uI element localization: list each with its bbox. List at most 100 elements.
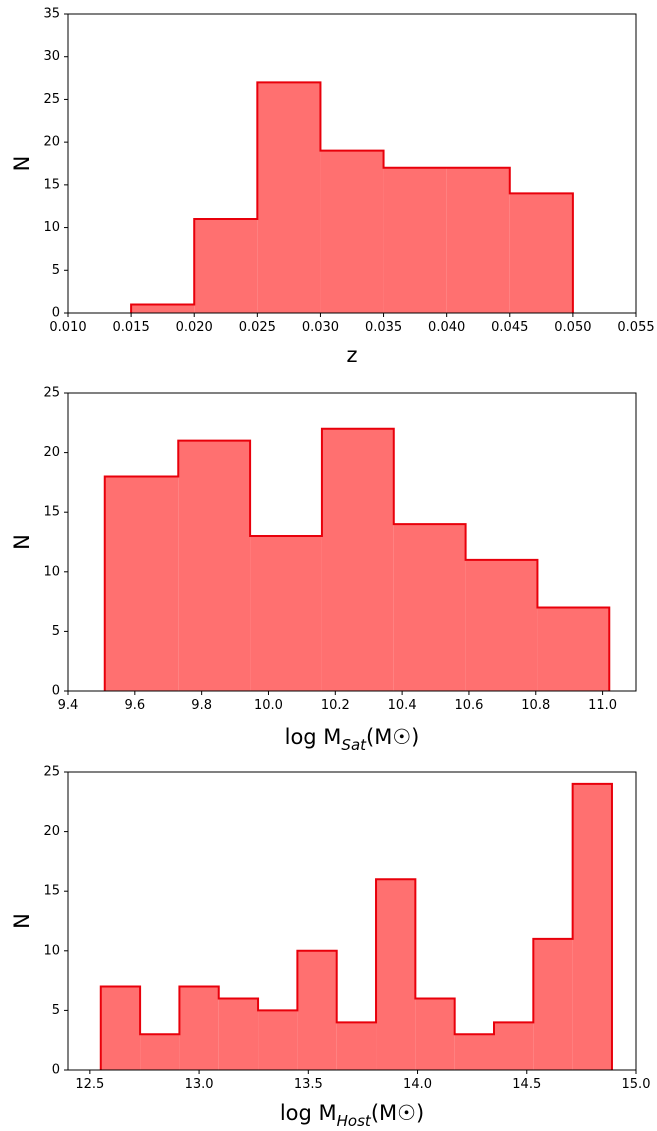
y-tick-label: 0 — [52, 684, 60, 699]
histogram-bar — [194, 219, 258, 313]
x-tick-label: 0.055 — [617, 320, 654, 335]
y-tick-label: 35 — [43, 7, 60, 22]
histogram-bar — [393, 524, 466, 691]
histogram-bar — [537, 607, 610, 691]
x-axis-label: log MSat(M☉) — [285, 725, 420, 754]
histogram-bar — [533, 938, 573, 1070]
plot-frame — [67, 392, 637, 692]
histogram-bar — [218, 998, 259, 1070]
plot-frame — [67, 771, 637, 1071]
histogram-bar — [258, 1010, 298, 1070]
x-tick-label: 0.015 — [113, 320, 150, 335]
x-axis-ticks: 9.4 9.6 9.8 10.0 10.2 10.4 10.6 10.8 11.0 — [58, 691, 617, 713]
x-tick-label: 10.4 — [388, 698, 417, 713]
histogram-bar — [321, 428, 394, 691]
x-axis-label-subscript: Sat — [341, 736, 367, 754]
x-tick-label: 0.010 — [49, 320, 86, 335]
x-tick-label: 0.020 — [176, 320, 213, 335]
x-tick-label: 0.040 — [428, 320, 465, 335]
histogram-bar — [140, 1034, 180, 1070]
panel-msat-histogram: 0 5 10 15 20 25 9.4 9.6 9.8 10.0 10.2 10.4 10.6 10.8… — [10, 386, 637, 754]
histogram-bar — [178, 440, 251, 691]
x-tick-label: 13.0 — [185, 1077, 214, 1092]
y-tick-label: 0 — [52, 306, 60, 321]
x-tick-label: 10.2 — [321, 698, 350, 713]
x-axis-label-main: log M — [285, 725, 342, 749]
bars-group — [130, 81, 574, 313]
y-axis-ticks: 0 5 10 15 20 25 30 35 — [43, 7, 68, 321]
x-tick-label: 10.6 — [454, 698, 483, 713]
histogram-bar — [465, 559, 538, 691]
histogram-bar — [257, 82, 321, 313]
histogram-bar — [415, 998, 455, 1070]
y-axis-ticks: 0 5 10 15 20 25 — [43, 386, 68, 699]
histogram-bar — [376, 879, 416, 1070]
histogram-bar — [336, 1022, 377, 1070]
histogram-bar — [104, 476, 179, 691]
x-tick-label: 0.050 — [554, 320, 591, 335]
y-tick-label: 20 — [43, 135, 60, 150]
x-tick-label: 10.0 — [254, 698, 283, 713]
y-tick-label: 5 — [52, 624, 60, 639]
histogram-bar — [250, 536, 322, 691]
y-tick-label: 30 — [43, 49, 60, 64]
y-tick-label: 15 — [43, 177, 60, 192]
x-axis-ticks: 0.010 0.015 0.020 0.025 0.030 0.035 0.040 0.045… — [49, 313, 655, 335]
x-tick-label: 9.4 — [58, 698, 79, 713]
bars-group — [103, 427, 611, 691]
x-tick-label: 15.0 — [622, 1077, 651, 1092]
y-tick-label: 25 — [43, 765, 60, 780]
histogram-bar — [454, 1034, 494, 1070]
x-axis-label-subscript: Host — [337, 1112, 372, 1130]
x-tick-label: 11.0 — [588, 698, 617, 713]
x-axis-ticks: 12.5 13.0 13.5 14.0 14.5 15.0 — [75, 1070, 650, 1092]
y-tick-label: 10 — [43, 943, 60, 958]
histogram-outline — [130, 81, 574, 313]
x-tick-label: 9.8 — [191, 698, 212, 713]
y-tick-label: 5 — [52, 263, 60, 278]
histogram-bar — [179, 986, 219, 1070]
x-tick-label: 14.0 — [403, 1077, 432, 1092]
x-tick-label: 0.025 — [239, 320, 276, 335]
histogram-bar — [131, 304, 195, 313]
x-tick-label: 0.045 — [491, 320, 528, 335]
y-tick-label: 25 — [43, 386, 60, 401]
y-axis-label: N — [10, 913, 34, 929]
x-tick-label: 12.5 — [75, 1077, 104, 1092]
y-axis-label: N — [10, 534, 34, 550]
x-axis-label: z — [346, 343, 357, 367]
histogram-bar — [494, 1022, 534, 1070]
histogram-bar — [320, 150, 384, 313]
histogram-bar — [446, 167, 510, 313]
histogram-outline — [103, 427, 611, 691]
y-tick-label: 15 — [43, 884, 60, 899]
y-tick-label: 10 — [43, 564, 60, 579]
x-axis-label-unit: (M☉) — [371, 1101, 424, 1125]
histogram-bar — [383, 167, 447, 313]
x-tick-label: 14.5 — [512, 1077, 541, 1092]
y-axis-label: N — [10, 156, 34, 172]
y-tick-label: 25 — [43, 92, 60, 107]
y-tick-label: 15 — [43, 505, 60, 520]
histogram-bar — [100, 986, 141, 1070]
x-tick-label: 0.035 — [365, 320, 402, 335]
x-axis-label-unit: (M☉) — [366, 725, 419, 749]
y-tick-label: 20 — [43, 824, 60, 839]
y-axis-ticks: 0 5 10 15 20 25 — [43, 765, 68, 1078]
panel-mhost-histogram: 0 5 10 15 20 25 12.5 13.0 13.5 14.0 14.5 15.0 N lo… — [10, 765, 650, 1131]
y-tick-label: 20 — [43, 445, 60, 460]
bars-group — [99, 782, 613, 1070]
y-tick-label: 10 — [43, 220, 60, 235]
y-tick-label: 5 — [52, 1003, 60, 1018]
histogram-outline — [99, 782, 613, 1070]
histogram-bar — [297, 950, 337, 1070]
x-tick-label: 13.5 — [294, 1077, 323, 1092]
panel-z-histogram: 0 5 10 15 20 25 30 35 0.010 0.015 0.020 0.025 0.030… — [10, 7, 655, 368]
x-tick-label: 9.6 — [124, 698, 145, 713]
y-tick-label: 0 — [52, 1063, 60, 1078]
x-axis-label: log MHost(M☉) — [280, 1101, 424, 1130]
x-axis-label-main: log M — [280, 1101, 337, 1125]
histogram-bar — [572, 783, 612, 1070]
x-tick-label: 0.030 — [302, 320, 339, 335]
